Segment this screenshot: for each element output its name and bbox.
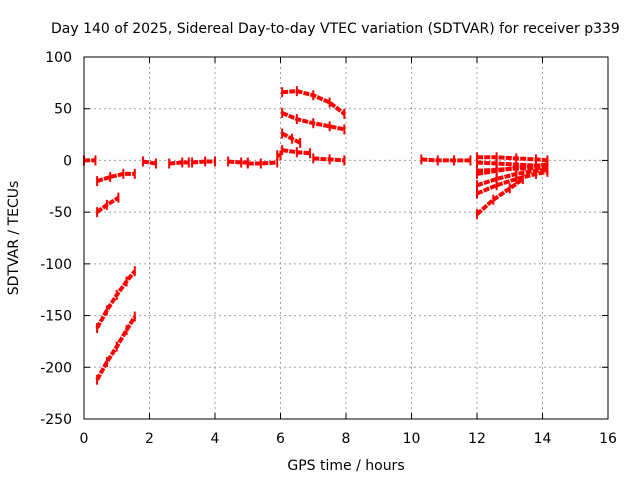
series-arc23 bbox=[475, 177, 525, 216]
x-tick-label: 4 bbox=[211, 431, 220, 447]
series-arc8 bbox=[191, 159, 215, 165]
y-tick-label: 100 bbox=[45, 50, 72, 66]
y-tick-label: -250 bbox=[40, 412, 72, 428]
series-arc17 bbox=[421, 157, 471, 163]
x-tick-label: 10 bbox=[403, 431, 421, 447]
x-tick-label: 14 bbox=[534, 431, 552, 447]
chart-title: Day 140 of 2025, Sidereal Day-to-day VTE… bbox=[51, 21, 620, 37]
data-series bbox=[83, 86, 549, 385]
series-arc6 bbox=[142, 159, 157, 166]
x-tick-label: 2 bbox=[145, 431, 154, 447]
series-arc9 bbox=[227, 159, 248, 165]
series-arc10 bbox=[247, 160, 278, 166]
x-tick-label: 0 bbox=[80, 431, 89, 447]
x-tick-label: 8 bbox=[342, 431, 351, 447]
x-tick-label: 16 bbox=[599, 431, 617, 447]
y-tick-label: -100 bbox=[40, 257, 72, 273]
x-axis-label: GPS time / hours bbox=[287, 458, 404, 474]
series-arc24 bbox=[476, 165, 548, 173]
y-axis-label: SDTVAR / TECUs bbox=[6, 181, 22, 296]
y-tick-label: -50 bbox=[49, 205, 72, 221]
y-tick-label: 50 bbox=[54, 102, 72, 118]
plot-frame bbox=[83, 56, 609, 420]
axis-ticks: 0 2 4 6 8 10 12 14 16 100 50 0 -50 -100 -150 -200 -250 bbox=[40, 50, 617, 447]
y-tick-label: 0 bbox=[63, 153, 72, 169]
x-tick-label: 12 bbox=[468, 431, 486, 447]
series-arc7 bbox=[169, 160, 189, 166]
series-arc2 bbox=[96, 171, 135, 184]
grid-lines bbox=[84, 57, 608, 419]
y-tick-label: -150 bbox=[40, 309, 72, 325]
x-tick-label: 6 bbox=[276, 431, 285, 447]
y-tick-label: -200 bbox=[40, 360, 72, 376]
